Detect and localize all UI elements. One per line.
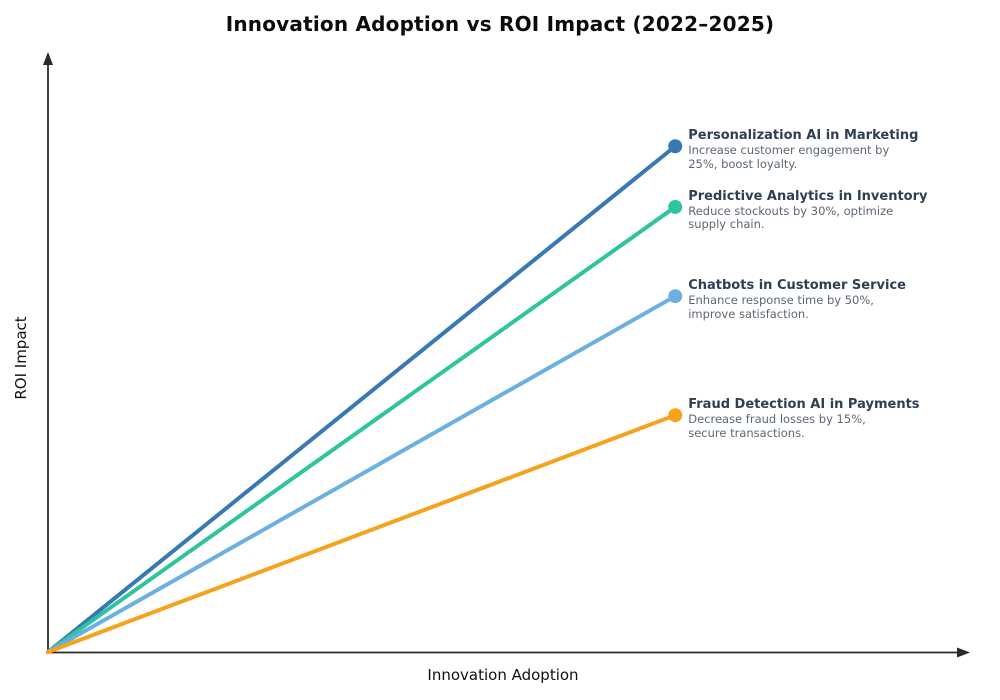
series-description-line: secure transactions. bbox=[688, 425, 805, 440]
series-description-line: 25%, boost loyalty. bbox=[688, 156, 798, 171]
series-endpoint-dot-0 bbox=[668, 139, 683, 154]
series-name: Fraud Detection AI in Payments bbox=[688, 397, 920, 413]
series-line-2 bbox=[46, 294, 678, 654]
series-annotation-3: Fraud Detection AI in Payments Decrease f… bbox=[688, 397, 998, 440]
series-description-line: Enhance response time by 50%, bbox=[688, 293, 874, 308]
series-line-3 bbox=[46, 413, 678, 654]
series-endpoint-dot-1 bbox=[668, 199, 683, 214]
series-line-0 bbox=[46, 144, 678, 654]
series-annotation-2: Chatbots in Customer Service Enhance resp… bbox=[688, 278, 998, 321]
series-name: Predictive Analytics in Inventory bbox=[688, 188, 928, 204]
series-endpoint-dot-3 bbox=[668, 408, 683, 423]
series-description-line: Reduce stockouts by 30%, optimize bbox=[688, 203, 894, 218]
series-line-1 bbox=[46, 204, 678, 654]
series-description-line: supply chain. bbox=[688, 217, 765, 232]
series-description-line: Decrease fraud losses by 15%, bbox=[688, 412, 866, 427]
y-axis-arrowhead-icon bbox=[43, 52, 53, 65]
x-axis-arrowhead-icon bbox=[957, 647, 970, 658]
series-description-line: Increase customer engagement by bbox=[688, 143, 890, 158]
series-endpoint-dot-2 bbox=[668, 289, 683, 304]
series-name: Personalization AI in Marketing bbox=[688, 128, 919, 144]
series-description-line: improve satisfaction. bbox=[688, 306, 809, 321]
series-name: Chatbots in Customer Service bbox=[688, 278, 906, 294]
series-annotation-1: Predictive Analytics in Inventory Reduce … bbox=[688, 189, 998, 232]
y-axis-label: ROI Impact bbox=[12, 316, 30, 400]
series-annotation-0: Personalization AI in Marketing Increase … bbox=[688, 128, 998, 171]
chart-title: Innovation Adoption vs ROI Impact (2022–… bbox=[225, 12, 775, 36]
x-axis-label: Innovation Adoption bbox=[427, 666, 579, 684]
